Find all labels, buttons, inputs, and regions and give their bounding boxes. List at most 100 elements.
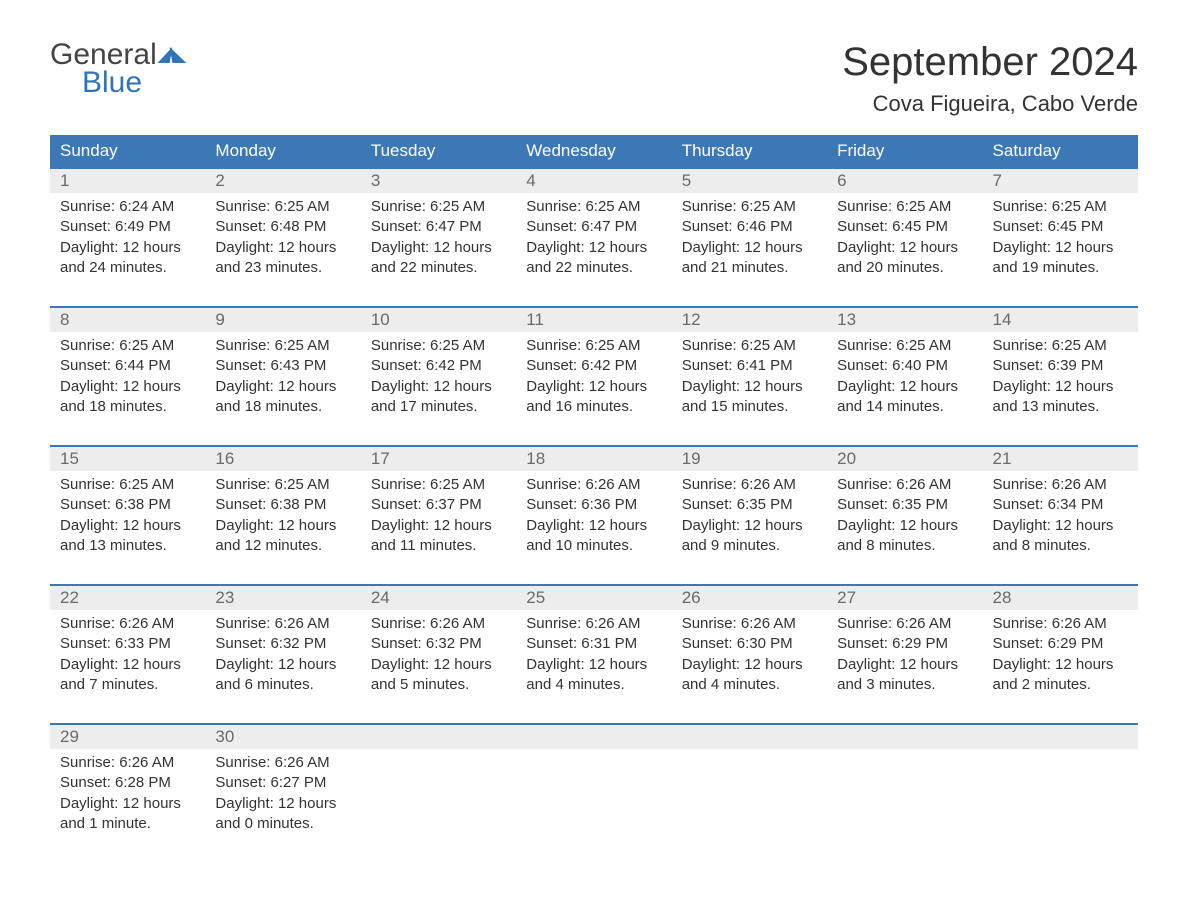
day-number-cell: 22 (50, 585, 205, 610)
day-number-cell: 6 (827, 168, 982, 193)
day-number-cell: 20 (827, 446, 982, 471)
sunset-text: Sunset: 6:39 PM (993, 356, 1128, 376)
day-number-row: 1234567 (50, 168, 1138, 193)
day-number-cell: 4 (516, 168, 671, 193)
daylight-text: Daylight: 12 hours and 14 minutes. (837, 377, 972, 418)
daylight-text: Daylight: 12 hours and 20 minutes. (837, 238, 972, 279)
day-number-cell (516, 724, 671, 749)
day-content-cell (672, 749, 827, 862)
day-number: 12 (682, 310, 701, 329)
day-number-cell (827, 724, 982, 749)
day-number-cell: 5 (672, 168, 827, 193)
dow-sunday: Sunday (50, 135, 205, 168)
day-number: 10 (371, 310, 390, 329)
day-number: 13 (837, 310, 856, 329)
sunset-text: Sunset: 6:35 PM (837, 495, 972, 515)
day-number-cell: 12 (672, 307, 827, 332)
day-content-cell (516, 749, 671, 862)
day-number: 2 (215, 171, 224, 190)
day-number: 1 (60, 171, 69, 190)
day-number: 25 (526, 588, 545, 607)
day-number: 26 (682, 588, 701, 607)
sunset-text: Sunset: 6:29 PM (993, 634, 1128, 654)
day-number-cell: 15 (50, 446, 205, 471)
daylight-text: Daylight: 12 hours and 17 minutes. (371, 377, 506, 418)
sunrise-text: Sunrise: 6:26 AM (60, 753, 195, 773)
day-number: 29 (60, 727, 79, 746)
day-number: 4 (526, 171, 535, 190)
day-number-cell: 29 (50, 724, 205, 749)
day-number: 24 (371, 588, 390, 607)
day-number-row: 891011121314 (50, 307, 1138, 332)
sunset-text: Sunset: 6:29 PM (837, 634, 972, 654)
daylight-text: Daylight: 12 hours and 7 minutes. (60, 655, 195, 696)
day-number-cell: 3 (361, 168, 516, 193)
day-number: 6 (837, 171, 846, 190)
day-content-cell: Sunrise: 6:25 AMSunset: 6:42 PMDaylight:… (361, 332, 516, 446)
dow-thursday: Thursday (672, 135, 827, 168)
day-number-cell: 9 (205, 307, 360, 332)
day-content-cell: Sunrise: 6:25 AMSunset: 6:45 PMDaylight:… (983, 193, 1138, 307)
sunrise-text: Sunrise: 6:25 AM (215, 336, 350, 356)
day-content-row: Sunrise: 6:25 AMSunset: 6:38 PMDaylight:… (50, 471, 1138, 585)
sunset-text: Sunset: 6:42 PM (371, 356, 506, 376)
daylight-text: Daylight: 12 hours and 18 minutes. (215, 377, 350, 418)
day-number-cell: 27 (827, 585, 982, 610)
sunset-text: Sunset: 6:40 PM (837, 356, 972, 376)
day-content-cell: Sunrise: 6:25 AMSunset: 6:37 PMDaylight:… (361, 471, 516, 585)
sunset-text: Sunset: 6:38 PM (60, 495, 195, 515)
daylight-text: Daylight: 12 hours and 0 minutes. (215, 794, 350, 835)
dow-monday: Monday (205, 135, 360, 168)
day-content-row: Sunrise: 6:26 AMSunset: 6:33 PMDaylight:… (50, 610, 1138, 724)
logo-text-blue: Blue (82, 68, 185, 98)
day-content-cell: Sunrise: 6:25 AMSunset: 6:40 PMDaylight:… (827, 332, 982, 446)
daylight-text: Daylight: 12 hours and 23 minutes. (215, 238, 350, 279)
sunset-text: Sunset: 6:28 PM (60, 773, 195, 793)
day-number-cell: 1 (50, 168, 205, 193)
sunset-text: Sunset: 6:37 PM (371, 495, 506, 515)
sunrise-text: Sunrise: 6:25 AM (837, 197, 972, 217)
day-content-row: Sunrise: 6:24 AMSunset: 6:49 PMDaylight:… (50, 193, 1138, 307)
logo: General Blue (50, 40, 185, 98)
day-number: 14 (993, 310, 1012, 329)
daylight-text: Daylight: 12 hours and 15 minutes. (682, 377, 817, 418)
sunset-text: Sunset: 6:27 PM (215, 773, 350, 793)
day-number: 27 (837, 588, 856, 607)
sunset-text: Sunset: 6:32 PM (215, 634, 350, 654)
day-of-week-row: Sunday Monday Tuesday Wednesday Thursday… (50, 135, 1138, 168)
day-content-cell: Sunrise: 6:25 AMSunset: 6:45 PMDaylight:… (827, 193, 982, 307)
sunset-text: Sunset: 6:41 PM (682, 356, 817, 376)
sunrise-text: Sunrise: 6:25 AM (682, 336, 817, 356)
day-number-cell (672, 724, 827, 749)
day-content-cell: Sunrise: 6:26 AMSunset: 6:34 PMDaylight:… (983, 471, 1138, 585)
sunrise-text: Sunrise: 6:26 AM (526, 475, 661, 495)
day-content-cell: Sunrise: 6:25 AMSunset: 6:42 PMDaylight:… (516, 332, 671, 446)
day-number: 21 (993, 449, 1012, 468)
day-number-row: 2930 (50, 724, 1138, 749)
sunrise-text: Sunrise: 6:25 AM (526, 336, 661, 356)
daylight-text: Daylight: 12 hours and 9 minutes. (682, 516, 817, 557)
day-number: 15 (60, 449, 79, 468)
sunrise-text: Sunrise: 6:25 AM (215, 197, 350, 217)
daylight-text: Daylight: 12 hours and 16 minutes. (526, 377, 661, 418)
sunrise-text: Sunrise: 6:26 AM (526, 614, 661, 634)
day-number: 23 (215, 588, 234, 607)
sunrise-text: Sunrise: 6:25 AM (837, 336, 972, 356)
day-number: 8 (60, 310, 69, 329)
day-content-cell: Sunrise: 6:26 AMSunset: 6:29 PMDaylight:… (983, 610, 1138, 724)
day-number: 18 (526, 449, 545, 468)
day-content-cell: Sunrise: 6:25 AMSunset: 6:48 PMDaylight:… (205, 193, 360, 307)
sunrise-text: Sunrise: 6:26 AM (215, 753, 350, 773)
day-number-cell (361, 724, 516, 749)
daylight-text: Daylight: 12 hours and 6 minutes. (215, 655, 350, 696)
day-number-cell: 25 (516, 585, 671, 610)
daylight-text: Daylight: 12 hours and 8 minutes. (837, 516, 972, 557)
logo-triangle-icon (169, 47, 186, 63)
sunrise-text: Sunrise: 6:26 AM (837, 614, 972, 634)
sunrise-text: Sunrise: 6:26 AM (215, 614, 350, 634)
sunset-text: Sunset: 6:44 PM (60, 356, 195, 376)
day-content-cell (827, 749, 982, 862)
daylight-text: Daylight: 12 hours and 11 minutes. (371, 516, 506, 557)
sunset-text: Sunset: 6:47 PM (371, 217, 506, 237)
sunset-text: Sunset: 6:38 PM (215, 495, 350, 515)
